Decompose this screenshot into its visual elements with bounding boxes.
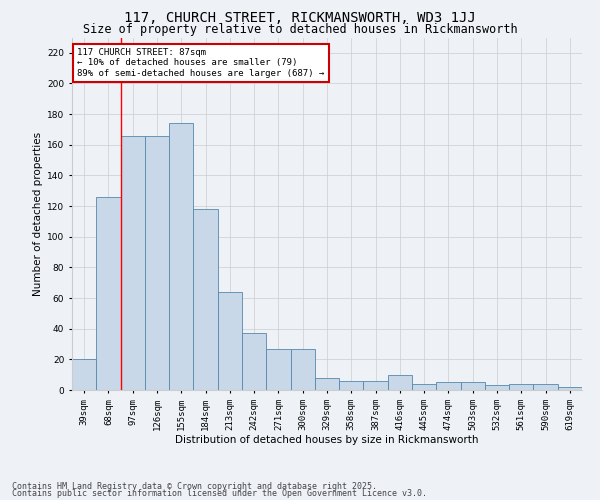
Bar	[290, 348, 315, 390]
Bar	[72, 360, 96, 390]
Bar	[218, 292, 242, 390]
Bar	[509, 384, 533, 390]
Bar	[558, 387, 582, 390]
Bar	[339, 381, 364, 390]
Bar	[121, 136, 145, 390]
Bar	[533, 384, 558, 390]
Text: 117, CHURCH STREET, RICKMANSWORTH, WD3 1JJ: 117, CHURCH STREET, RICKMANSWORTH, WD3 1…	[124, 12, 476, 26]
Text: 117 CHURCH STREET: 87sqm
← 10% of detached houses are smaller (79)
89% of semi-d: 117 CHURCH STREET: 87sqm ← 10% of detach…	[77, 48, 325, 78]
Y-axis label: Number of detached properties: Number of detached properties	[33, 132, 43, 296]
Text: Size of property relative to detached houses in Rickmansworth: Size of property relative to detached ho…	[83, 22, 517, 36]
Bar	[364, 381, 388, 390]
Bar	[169, 124, 193, 390]
Text: Contains public sector information licensed under the Open Government Licence v3: Contains public sector information licen…	[12, 490, 427, 498]
Bar	[242, 334, 266, 390]
Bar	[145, 136, 169, 390]
Bar	[266, 348, 290, 390]
Bar	[485, 386, 509, 390]
Bar	[96, 197, 121, 390]
Bar	[412, 384, 436, 390]
Text: Contains HM Land Registry data © Crown copyright and database right 2025.: Contains HM Land Registry data © Crown c…	[12, 482, 377, 491]
Bar	[193, 209, 218, 390]
Bar	[436, 382, 461, 390]
Bar	[315, 378, 339, 390]
X-axis label: Distribution of detached houses by size in Rickmansworth: Distribution of detached houses by size …	[175, 436, 479, 446]
Bar	[461, 382, 485, 390]
Bar	[388, 374, 412, 390]
